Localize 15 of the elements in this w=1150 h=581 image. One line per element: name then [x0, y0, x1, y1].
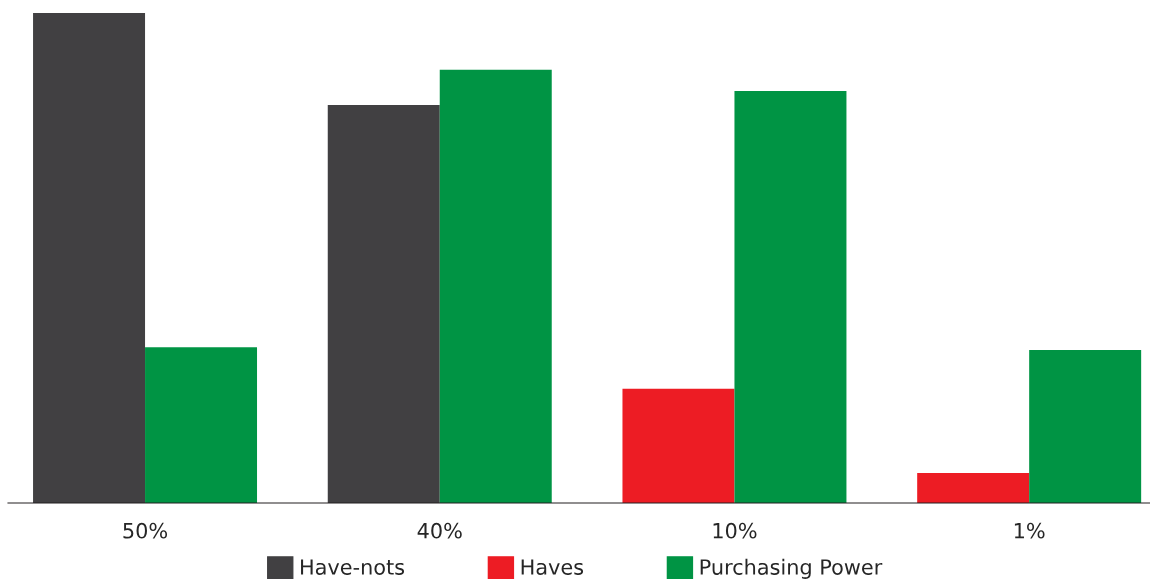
- bar: [327, 105, 440, 503]
- x-tick-label: 40%: [417, 522, 462, 539]
- bar: [33, 13, 146, 503]
- bar: [439, 69, 552, 503]
- bar: [734, 90, 847, 503]
- x-tick-label: 1%: [1014, 522, 1045, 539]
- bar: [1029, 350, 1142, 503]
- legend-label: Purchasing Power: [700, 558, 883, 579]
- legend-label: Haves: [521, 559, 584, 575]
- bar: [145, 347, 258, 503]
- legend-label: Have-nots: [301, 559, 405, 575]
- bar: [622, 388, 735, 503]
- x-tick-label: 50%: [123, 522, 168, 539]
- bar: [917, 473, 1030, 503]
- x-tick-label: 10%: [713, 522, 757, 539]
